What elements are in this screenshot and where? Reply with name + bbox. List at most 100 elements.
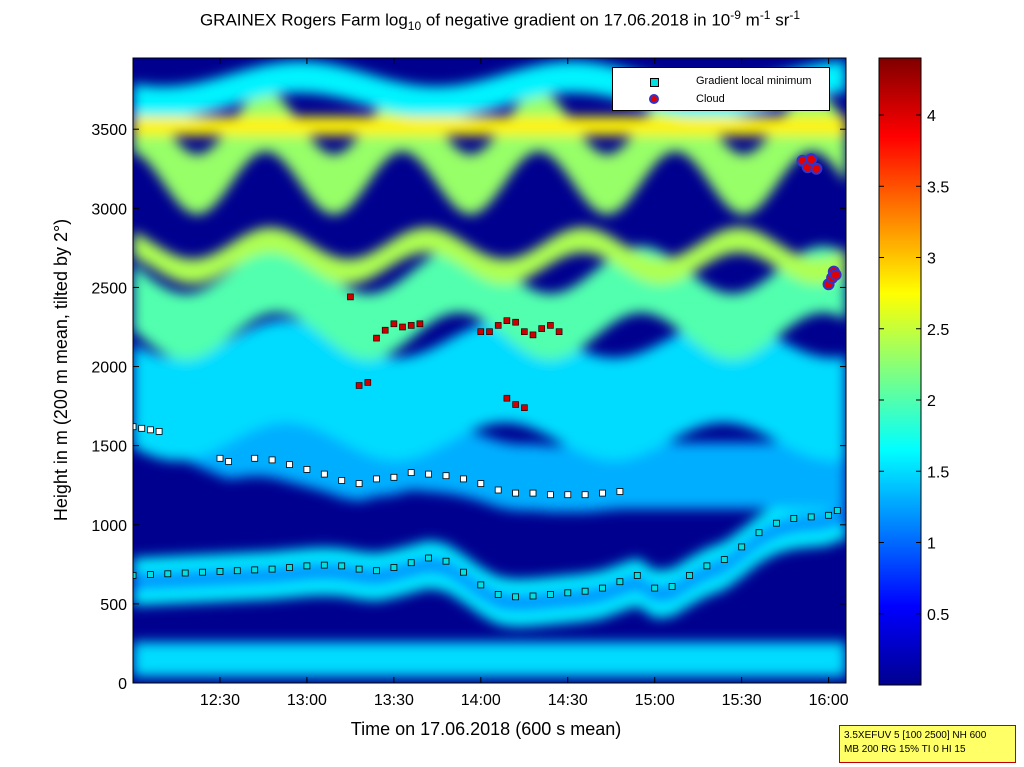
gradient-minimum-marker (181, 569, 189, 577)
gradient-minimum-marker (442, 472, 450, 480)
gradient-minimum-marker (529, 592, 537, 600)
gradient-minimum-marker (825, 511, 832, 519)
red-marker (547, 322, 554, 329)
red-marker (390, 320, 398, 328)
gradient-minimum-marker (355, 565, 363, 573)
legend-item-cloud: Cloud (613, 90, 829, 110)
y-tick-label: 3500 (91, 122, 127, 139)
red-marker (538, 325, 546, 332)
gradient-minimum-marker (581, 587, 589, 595)
gradient-minimum-marker (390, 564, 398, 571)
gradient-minimum-marker (703, 562, 711, 570)
gradient-minimum-marker (477, 480, 485, 488)
colorbar-tick-label: 2 (927, 393, 936, 410)
gradient-minimum-marker (233, 567, 241, 575)
red-marker (512, 401, 519, 408)
red-marker (364, 379, 372, 386)
gradient-minimum-marker (338, 562, 346, 570)
y-tick-label: 500 (100, 597, 127, 614)
gradient-minimum-marker (268, 565, 276, 573)
x-tick-label: 15:30 (722, 692, 762, 709)
gradient-minimum-marker (790, 515, 798, 522)
colorbar-tick-label: 3 (927, 251, 936, 268)
gradient-minimum-marker (547, 591, 554, 598)
gradient-minimum-marker (581, 491, 589, 499)
gradient-minimum-marker (286, 564, 293, 571)
gradient-minimum-marker (407, 469, 415, 477)
gradient-minimum-marker (547, 491, 554, 499)
gradient-minimum-marker (599, 489, 606, 497)
gradient-minimum-marker (390, 473, 398, 481)
red-marker (355, 382, 363, 389)
colorbar-tick-label: 3.5 (927, 179, 949, 196)
colorbar (878, 57, 922, 686)
red-marker (407, 322, 415, 329)
gradient-minimum-marker (216, 568, 224, 575)
cloud-marker (805, 153, 818, 166)
y-tick-label: 1500 (91, 439, 127, 456)
gradient-minimum-marker (616, 488, 624, 495)
gradient-minimum-marker (373, 567, 380, 575)
gradient-minimum-marker (155, 427, 163, 435)
gradient-minimum-marker (268, 456, 276, 464)
gradient-minimum-marker (303, 562, 311, 570)
y-tick-label: 3000 (91, 201, 127, 218)
gradient-minimum-marker (599, 584, 606, 592)
x-tick-label: 16:00 (809, 692, 849, 709)
colorbar-tick-label: 1 (927, 536, 936, 553)
red-marker (381, 326, 389, 334)
gradient-minimum-marker (616, 578, 624, 586)
gradient-minimum-marker (807, 513, 815, 521)
x-tick-label: 14:00 (461, 692, 501, 709)
y-tick-label: 2000 (91, 360, 127, 377)
gradient-minimum-marker (686, 572, 693, 579)
red-marker (416, 320, 424, 328)
red-marker (503, 394, 511, 402)
layer-band-lower-core (133, 507, 846, 613)
cloud-marker (810, 162, 823, 175)
gradient-minimum-marker (425, 470, 433, 478)
colorbar-tick-label: 0.5 (927, 607, 949, 624)
legend: Gradient local minimum Cloud (612, 67, 830, 111)
gradient-minimum-marker (216, 454, 224, 462)
colorbar-tick-label: 4 (927, 108, 936, 125)
red-marker (477, 328, 485, 336)
gradient-minimum-marker (442, 557, 450, 565)
x-tick-label: 15:00 (635, 692, 675, 709)
colorbar-tick-label: 2.5 (927, 322, 949, 339)
red-marker (520, 404, 528, 412)
gradient-minimum-marker (651, 584, 659, 592)
gradient-minimum-marker (146, 426, 154, 434)
y-tick-label: 1000 (91, 518, 127, 535)
gradient-minimum-marker (529, 489, 537, 497)
gradient-minimum-marker (512, 489, 519, 497)
gradient-minimum-marker (286, 461, 293, 469)
red-marker (347, 293, 354, 301)
y-tick-label: 0 (118, 676, 127, 693)
red-marker (520, 328, 528, 336)
gradient-minimum-marker (494, 591, 502, 598)
chart-title: GRAINEX Rogers Farm log10 of negative gr… (199, 8, 801, 34)
gradient-minimum-marker (355, 480, 363, 488)
gradient-minimum-marker (738, 543, 746, 551)
gradient-minimum-marker (833, 507, 841, 514)
red-marker (486, 328, 493, 336)
gradient-minimum-marker (320, 561, 328, 569)
red-marker (494, 322, 502, 329)
colorbar-tick-label: 1.5 (927, 464, 949, 481)
red-marker (512, 318, 519, 326)
gradient-minimum-marker (564, 589, 572, 597)
x-tick-label: 12:30 (200, 692, 240, 709)
gradient-minimum-marker (494, 486, 502, 494)
gradient-minimum-marker (303, 465, 311, 473)
gradient-minimum-marker (251, 454, 259, 462)
gradient-minimum-marker (199, 568, 207, 576)
gradient-minimum-marker (133, 423, 137, 431)
layer-band-1800 (133, 319, 846, 461)
gradient-minimum-marker (720, 556, 728, 563)
gradient-minimum-marker (668, 583, 676, 590)
x-tick-label: 14:30 (548, 692, 588, 709)
circle-marker-icon (649, 94, 659, 104)
gradient-minimum-marker (338, 477, 346, 484)
